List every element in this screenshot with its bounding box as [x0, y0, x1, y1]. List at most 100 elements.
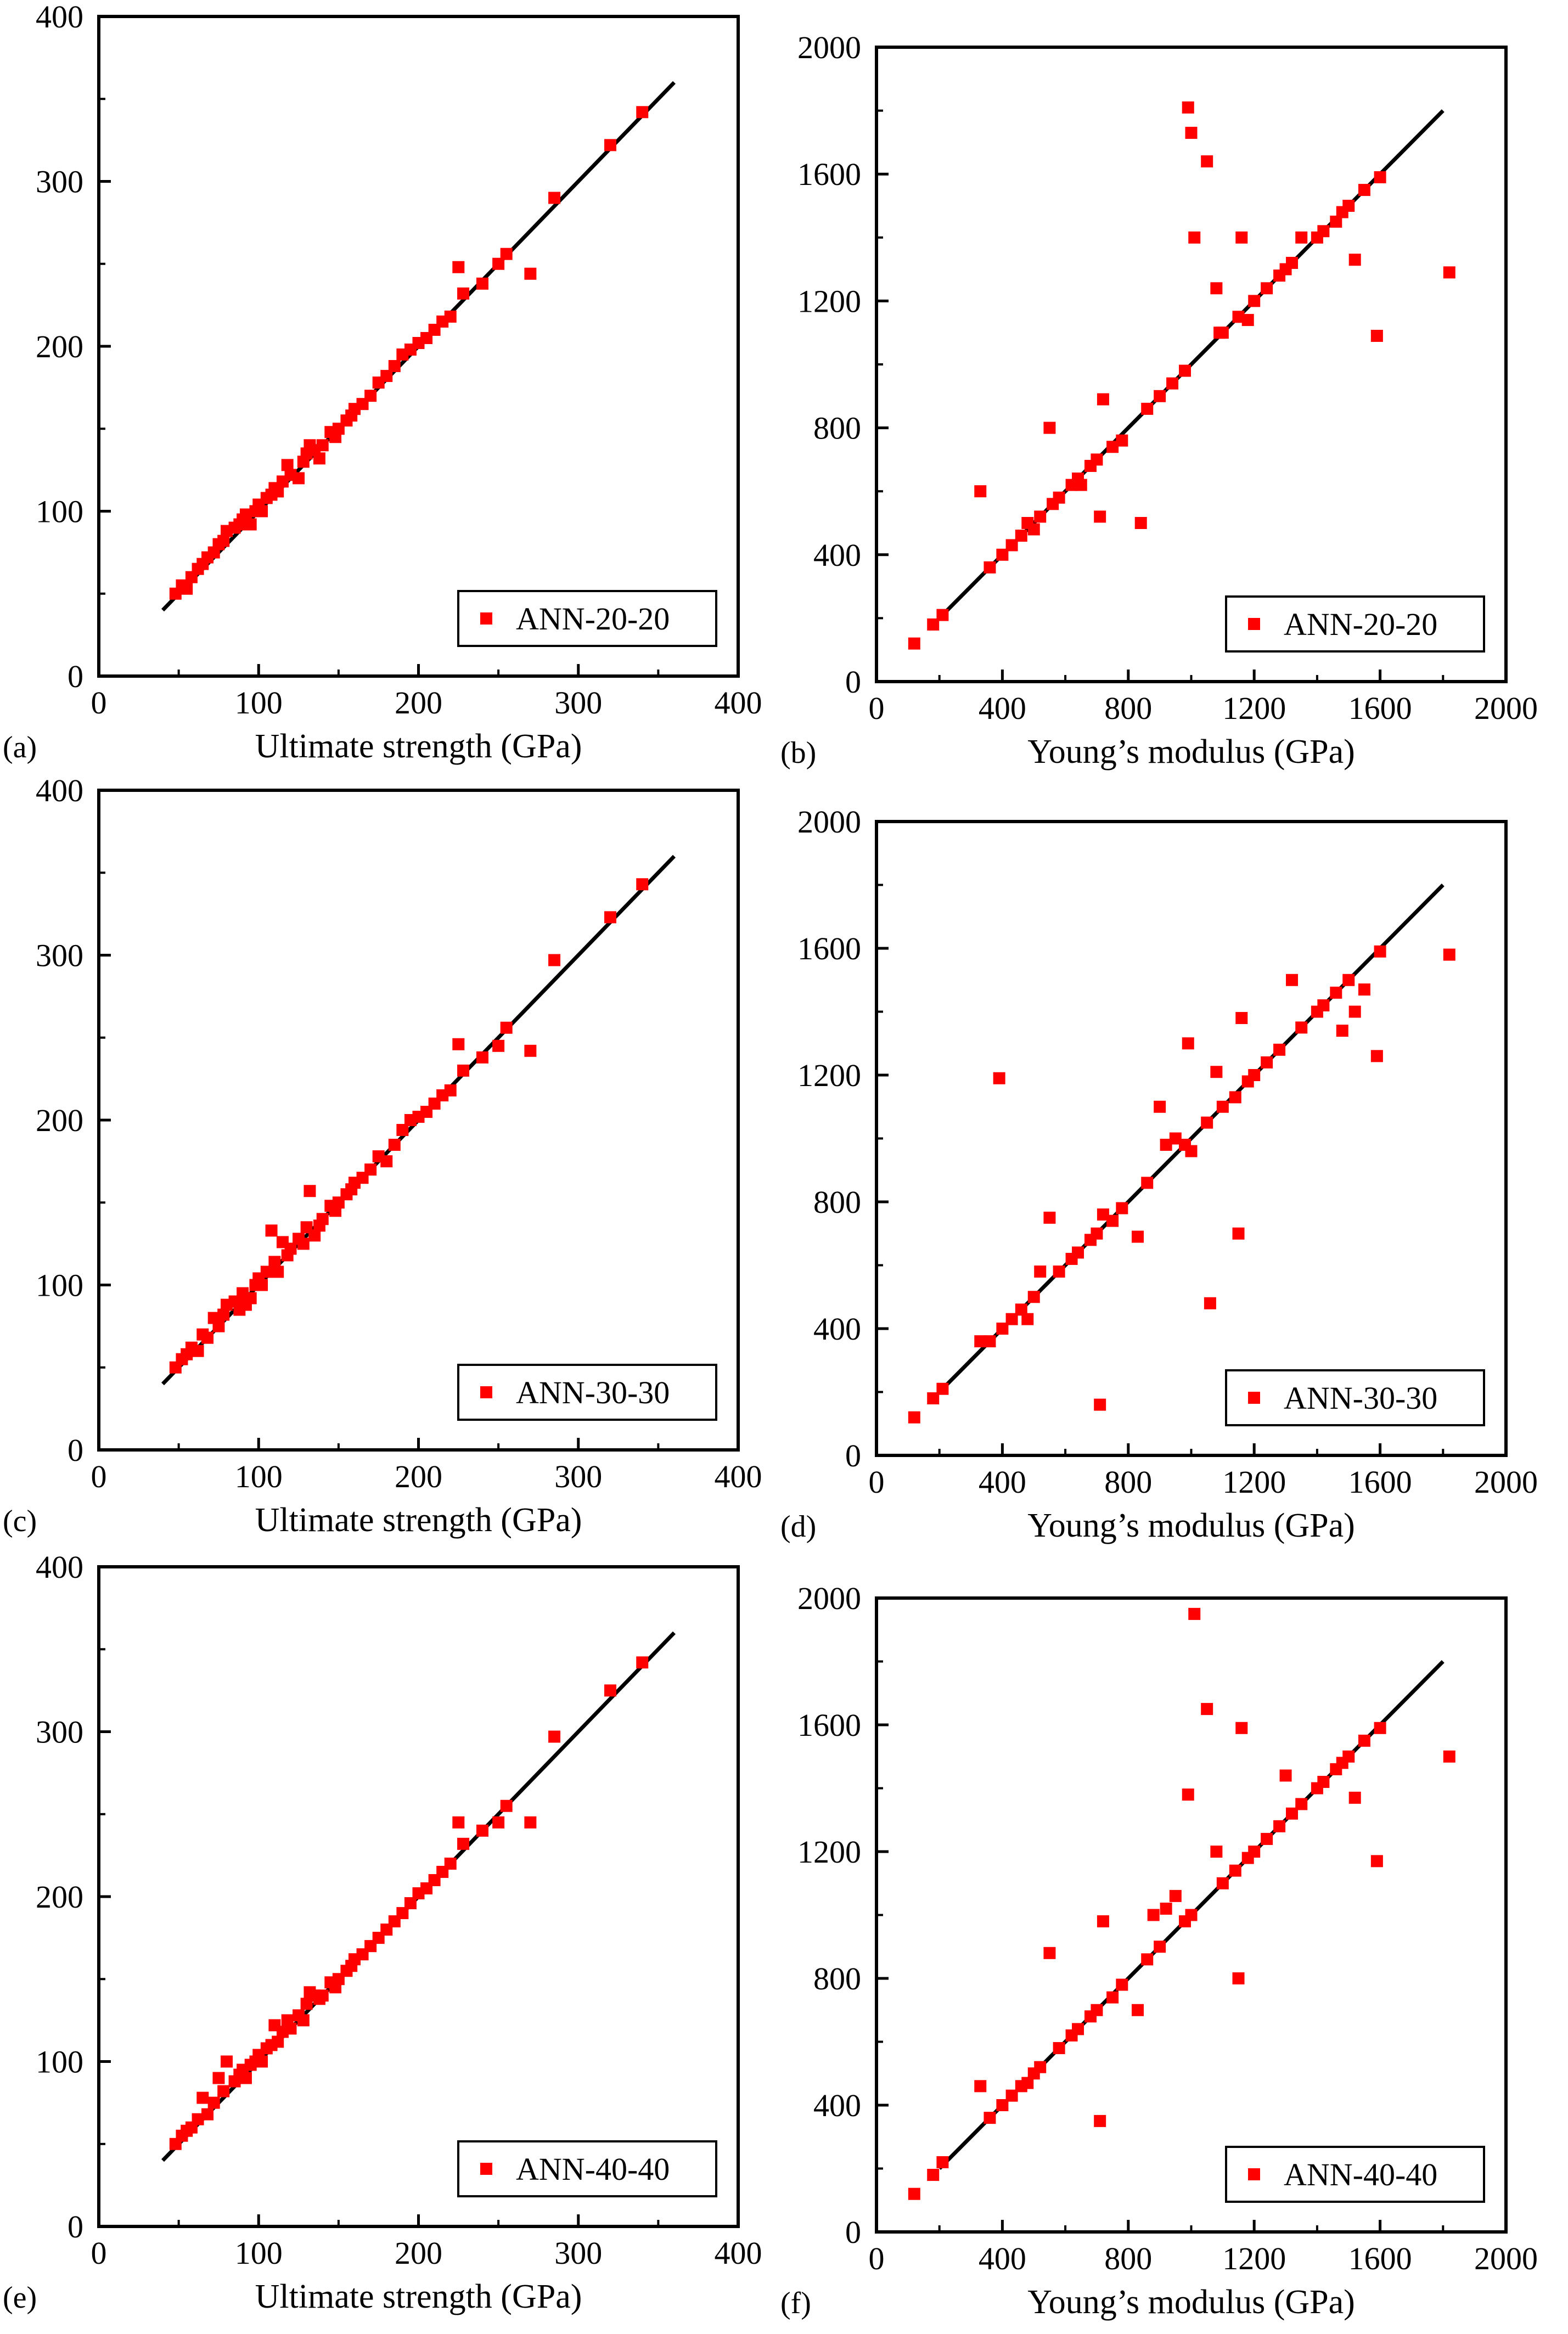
data-point: [1141, 1953, 1154, 1966]
data-point: [1204, 1297, 1216, 1309]
data-point: [1106, 441, 1119, 453]
data-point: [1374, 945, 1386, 958]
data-point: [284, 1242, 297, 1255]
data-point: [1273, 1820, 1286, 1832]
data-point: [1106, 1214, 1119, 1227]
data-point: [1216, 1100, 1229, 1113]
x-tick-label: 200: [395, 685, 442, 721]
data-point: [1154, 390, 1166, 402]
x-tick-label: 800: [1104, 1464, 1152, 1500]
x-axis-title: Ultimate strength (GPa): [255, 728, 582, 765]
data-point: [1348, 254, 1361, 266]
x-axis-title: Young’s modulus (GPa): [1027, 2284, 1355, 2321]
data-point: [1374, 1722, 1386, 1734]
data-point: [524, 1044, 537, 1057]
data-point: [1182, 101, 1194, 114]
legend-box: [457, 2140, 717, 2197]
data-point: [1201, 155, 1213, 168]
data-point: [1132, 2004, 1144, 2016]
x-tick-label: 800: [1104, 690, 1152, 726]
x-tick-label: 400: [715, 685, 762, 721]
data-point: [1342, 1750, 1355, 1763]
data-point: [604, 139, 616, 151]
y-tick-label: 400: [36, 773, 83, 808]
data-point: [281, 459, 294, 471]
legend: ANN-20-20: [457, 590, 717, 647]
y-tick-label: 0: [845, 2214, 861, 2250]
data-point: [1072, 2023, 1084, 2035]
data-point: [1185, 1145, 1198, 1157]
y-tick-label: 800: [813, 1184, 861, 1220]
data-point: [636, 878, 649, 891]
data-point: [380, 370, 393, 383]
panel-label: (f): [780, 2286, 811, 2320]
data-point: [207, 2096, 220, 2109]
y-tick-label: 1200: [797, 1834, 861, 1870]
data-point: [272, 1266, 284, 1278]
data-point: [1091, 2004, 1103, 2016]
y-tick-label: 200: [36, 1879, 83, 1915]
data-point: [1295, 231, 1308, 244]
scatter-series: [908, 101, 1455, 650]
data-point: [1330, 986, 1342, 999]
panel-label: (b): [780, 736, 816, 770]
y-tick-label: 0: [68, 2209, 83, 2245]
data-point: [1348, 1791, 1361, 1804]
data-point: [396, 1124, 409, 1137]
data-point: [1094, 1398, 1106, 1411]
data-point: [1216, 327, 1229, 339]
data-point: [308, 1229, 321, 1242]
data-point: [604, 911, 616, 924]
data-point: [212, 2072, 225, 2084]
data-point: [974, 2080, 987, 2093]
data-point: [221, 2055, 233, 2068]
data-point: [196, 2091, 209, 2104]
data-point: [1229, 1091, 1241, 1104]
data-point: [457, 1837, 470, 1850]
data-point: [444, 1084, 457, 1096]
data-point: [1358, 1734, 1370, 1747]
data-point: [1248, 1846, 1261, 1858]
y-tick-label: 0: [68, 659, 83, 694]
scatter-series: [908, 945, 1455, 1424]
panel-label: (a): [3, 730, 37, 764]
data-point: [1075, 479, 1087, 491]
data-point: [1166, 377, 1179, 390]
x-tick-label: 100: [235, 2235, 283, 2271]
legend-box: [1225, 1369, 1485, 1426]
data-point: [996, 1323, 1009, 1335]
x-tick-label: 300: [554, 685, 602, 721]
panel-label: (e): [3, 2281, 37, 2315]
data-point: [272, 2035, 284, 2048]
data-point: [524, 1816, 537, 1829]
data-point: [239, 508, 252, 521]
data-point: [1370, 329, 1383, 342]
data-point: [974, 485, 987, 498]
data-point: [636, 106, 649, 119]
data-point: [936, 2156, 949, 2168]
data-point: [316, 439, 329, 452]
data-point: [1097, 393, 1109, 406]
data-point: [239, 2072, 252, 2084]
data-point: [1286, 257, 1299, 269]
scatter-series: [169, 106, 649, 600]
data-point: [492, 257, 505, 270]
data-point: [548, 954, 561, 966]
chart-panel-c: 0 100 200 300 400 0 100 200 300 400 Ultimate stren…: [3, 773, 762, 1539]
data-point: [908, 2187, 920, 2200]
data-point: [1201, 1116, 1213, 1129]
data-point: [1286, 1807, 1299, 1820]
legend-marker: [480, 1386, 492, 1398]
data-point: [1358, 983, 1370, 996]
data-point: [1043, 421, 1056, 434]
data-point: [313, 452, 325, 465]
y-tick-label: 1600: [797, 931, 861, 966]
data-point: [548, 1730, 561, 1743]
data-point: [192, 1345, 204, 1357]
x-tick-label: 400: [715, 2235, 762, 2271]
x-tick-label: 2000: [1474, 2241, 1538, 2276]
chart-panel-f: 0 400 800 1200 1600 2000 0 400 800 1200 1600 2000 Yo…: [780, 1581, 1538, 2321]
data-point: [996, 548, 1009, 561]
data-point: [1154, 1941, 1166, 1953]
